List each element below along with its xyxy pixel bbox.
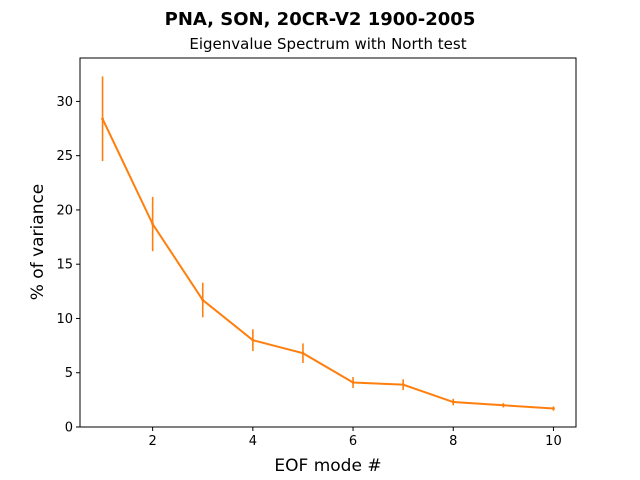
data-point — [151, 222, 155, 226]
y-axis-label: % of variance — [28, 184, 48, 301]
series-line — [101, 118, 554, 410]
chart-title: PNA, SON, 20CR-V2 1900-2005 — [165, 9, 476, 30]
data-point — [301, 351, 305, 355]
x-tick-label: 4 — [249, 434, 257, 449]
x-axis: 2 4 6 8 10 — [149, 427, 562, 449]
x-tick-label: 8 — [449, 434, 457, 449]
plot-area — [101, 76, 555, 411]
x-tick-label: 6 — [349, 434, 357, 449]
data-point — [401, 383, 405, 387]
y-tick-label: 30 — [56, 95, 73, 110]
data-point — [351, 381, 355, 384]
y-tick-label: 5 — [65, 366, 73, 381]
y-tick-label: 15 — [56, 258, 73, 273]
plot-frame — [79, 57, 577, 428]
x-axis-label: EOF mode # — [274, 456, 381, 476]
y-tick-label: 20 — [56, 203, 73, 218]
x-tick-label: 2 — [149, 434, 157, 449]
chart-subtitle: Eigenvalue Spectrum with North test — [189, 35, 466, 53]
y-tick-label: 25 — [56, 149, 73, 164]
data-point — [552, 407, 555, 410]
data-point — [201, 298, 205, 302]
y-tick-label: 0 — [65, 421, 73, 436]
y-tick-label: 10 — [56, 312, 73, 327]
data-point — [101, 117, 104, 121]
data-point — [501, 403, 505, 407]
data-point — [451, 400, 455, 404]
data-point — [251, 338, 255, 342]
x-tick-label: 10 — [545, 434, 562, 449]
y-axis: 0 5 10 15 20 25 30 — [56, 95, 80, 436]
